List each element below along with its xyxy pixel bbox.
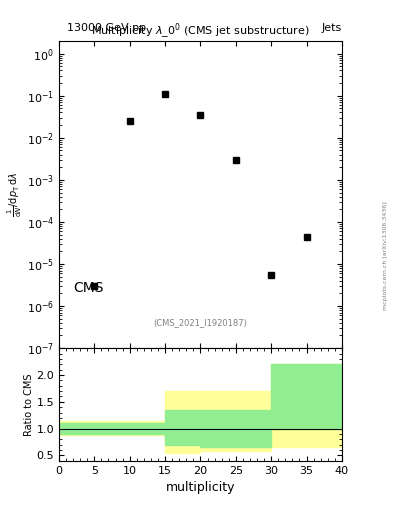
Text: (CMS_2021_I1920187): (CMS_2021_I1920187) <box>154 317 247 327</box>
Y-axis label: Ratio to CMS: Ratio to CMS <box>24 373 33 436</box>
Y-axis label: $\frac{1}{\mathrm{d}N} / \mathrm{d}p_{\mathrm{T}}\,\mathrm{d}\lambda$: $\frac{1}{\mathrm{d}N} / \mathrm{d}p_{\m… <box>6 172 24 217</box>
Text: mcplots.cern.ch [arXiv:1306.3436]: mcplots.cern.ch [arXiv:1306.3436] <box>383 202 387 310</box>
Text: 13000 GeV pp: 13000 GeV pp <box>67 23 146 33</box>
X-axis label: multiplicity: multiplicity <box>166 481 235 494</box>
Title: Multiplicity $\lambda\_0^0$ (CMS jet substructure): Multiplicity $\lambda\_0^0$ (CMS jet sub… <box>91 22 310 41</box>
Text: CMS: CMS <box>73 281 104 294</box>
Text: Jets: Jets <box>321 23 342 33</box>
